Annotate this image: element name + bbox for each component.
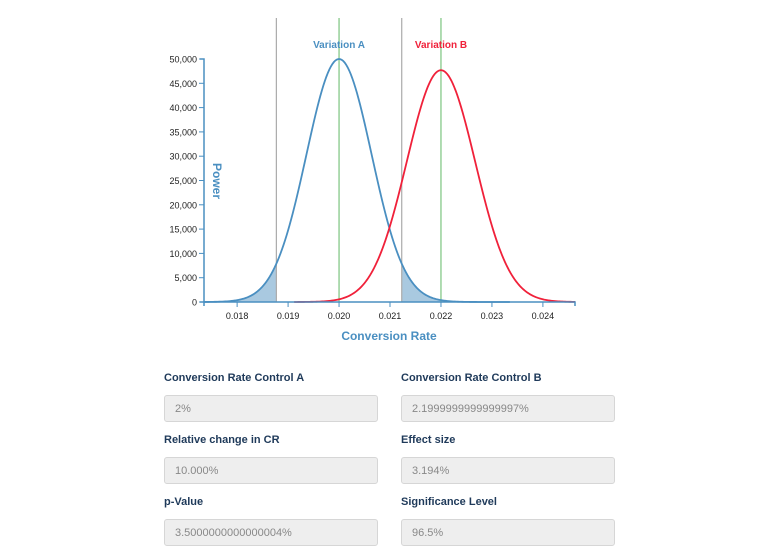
field-relative-change: Relative change in CR xyxy=(164,432,378,484)
y-tick-label: 25,000 xyxy=(169,176,197,186)
series-label-variation-b: Variation B xyxy=(415,40,467,51)
conversion-rate-b-input[interactable] xyxy=(401,395,615,422)
field-label: Conversion Rate Control A xyxy=(164,372,305,384)
curve-variation-a xyxy=(203,58,510,303)
power-chart: 0 5,000 10,000 15,000 20,000 25,000 30,000 35,0… xyxy=(169,18,576,343)
field-p-value: p-Value xyxy=(164,494,378,546)
field-label: Relative change in CR xyxy=(164,434,280,446)
conversion-rate-a-input[interactable] xyxy=(164,395,378,422)
shaded-tail xyxy=(401,263,575,302)
field-effect-size: Effect size xyxy=(401,432,615,484)
field-conversion-rate-b: Conversion Rate Control B xyxy=(401,370,615,422)
y-tick-label: 5,000 xyxy=(174,273,197,283)
x-tick-label: 0.020 xyxy=(328,311,351,321)
x-axis-title: Conversion Rate xyxy=(341,329,437,343)
distribution-curves xyxy=(203,58,576,303)
x-tick-label: 0.024 xyxy=(532,311,555,321)
field-label: Effect size xyxy=(401,434,456,446)
x-tick-label: 0.018 xyxy=(226,311,249,321)
x-tick-label: 0.022 xyxy=(430,311,453,321)
field-label: Significance Level xyxy=(401,496,497,508)
field-label: p-Value xyxy=(164,496,204,508)
shaded-tail-areas xyxy=(204,263,575,302)
y-tick-label: 50,000 xyxy=(169,55,197,65)
y-tick-label: 45,000 xyxy=(169,79,197,89)
x-tick-label: 0.021 xyxy=(379,311,402,321)
field-significance-level: Significance Level xyxy=(401,494,615,546)
y-tick-label: 20,000 xyxy=(169,200,197,210)
relative-change-input[interactable] xyxy=(164,457,378,484)
significance-level-input[interactable] xyxy=(401,519,615,546)
y-tick-label: 30,000 xyxy=(169,152,197,162)
y-tick-label: 10,000 xyxy=(169,249,197,259)
y-tick-label: 0 xyxy=(192,298,197,308)
y-tick-label: 35,000 xyxy=(169,127,197,137)
y-tick-label: 40,000 xyxy=(169,103,197,113)
y-axis-title: Power xyxy=(210,163,224,199)
p-value-input[interactable] xyxy=(164,519,378,546)
y-axis: 0 5,000 10,000 15,000 20,000 25,000 30,000 35,0… xyxy=(169,55,205,308)
x-tick-label: 0.023 xyxy=(481,311,504,321)
curve-variation-b xyxy=(294,69,576,303)
effect-size-input[interactable] xyxy=(401,457,615,484)
x-tick-label: 0.019 xyxy=(277,311,300,321)
series-label-variation-a: Variation A xyxy=(313,40,365,51)
field-label: Conversion Rate Control B xyxy=(401,372,542,384)
shaded-tail xyxy=(204,263,277,302)
reference-lines xyxy=(275,18,442,302)
field-conversion-rate-a: Conversion Rate Control A xyxy=(164,370,378,422)
x-axis: 0.018 0.019 0.020 0.021 0.022 0.023 0.024 xyxy=(203,301,576,321)
x-axis-line xyxy=(203,301,576,306)
y-tick-label: 15,000 xyxy=(169,225,197,235)
